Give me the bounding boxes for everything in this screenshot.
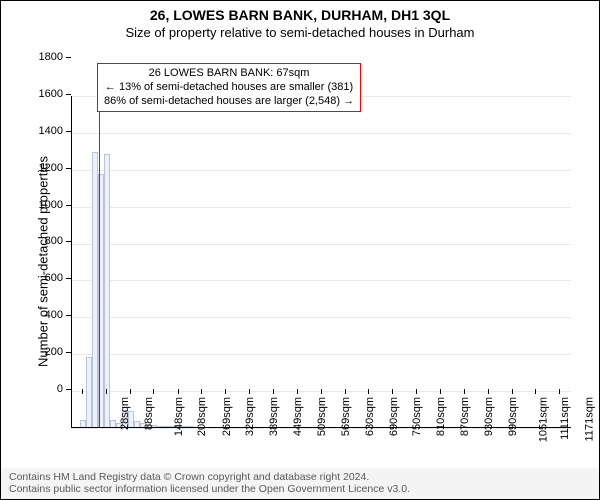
plot-area xyxy=(71,96,571,428)
footer-line-1: Contains HM Land Registry data © Crown c… xyxy=(9,471,591,484)
x-tick-label: 208sqm xyxy=(197,397,209,436)
x-tick-label: 329sqm xyxy=(245,397,257,436)
chart-title: 26, LOWES BARN BANK, DURHAM, DH1 3QL xyxy=(1,7,599,23)
x-tick-label: 28sqm xyxy=(119,397,131,430)
y-tick-label: 1800 xyxy=(1,51,63,63)
x-tick-label: 690sqm xyxy=(388,397,400,436)
x-tick-label: 269sqm xyxy=(221,397,233,436)
histogram-bar xyxy=(104,154,110,427)
histogram-bar xyxy=(188,426,194,427)
gridline xyxy=(72,170,571,171)
gridline xyxy=(72,133,571,134)
highlight-callout: 26 LOWES BARN BANK: 67sqm ← 13% of semi-… xyxy=(97,63,361,112)
y-tick-label: 1600 xyxy=(1,88,63,100)
x-tick-label: 810sqm xyxy=(435,397,447,436)
y-tick-label: 800 xyxy=(1,235,63,247)
y-tick-label: 200 xyxy=(1,346,63,358)
x-tick-label: 148sqm xyxy=(173,397,185,436)
callout-line-2: ← 13% of semi-detached houses are smalle… xyxy=(104,81,354,95)
gridline xyxy=(72,207,571,208)
x-tick-label: 88sqm xyxy=(143,397,155,430)
callout-line-1: 26 LOWES BARN BANK: 67sqm xyxy=(104,67,354,81)
attribution-footer: Contains HM Land Registry data © Crown c… xyxy=(1,468,599,499)
x-tick-label: 509sqm xyxy=(316,397,328,436)
x-tick-label: 569sqm xyxy=(340,397,352,436)
x-tick-label: 630sqm xyxy=(364,397,376,436)
x-tick-label: 449sqm xyxy=(292,397,304,436)
gridline xyxy=(72,244,571,245)
callout-line-3: 86% of semi-detached houses are larger (… xyxy=(104,95,354,109)
y-tick-label: 600 xyxy=(1,272,63,284)
y-tick-label: 1200 xyxy=(1,162,63,174)
gridline xyxy=(72,280,571,281)
x-tick-label: 1171sqm xyxy=(584,397,596,441)
y-tick-label: 400 xyxy=(1,309,63,321)
gridline xyxy=(72,354,571,355)
x-tick-label: 990sqm xyxy=(507,397,519,436)
x-tick-label: 930sqm xyxy=(483,397,495,436)
x-tick-label: 1111sqm xyxy=(558,397,570,440)
y-tick-label: 0 xyxy=(1,383,63,395)
chart-subtitle: Size of property relative to semi-detach… xyxy=(1,25,599,40)
x-tick-label: 1051sqm xyxy=(537,397,549,442)
gridline xyxy=(72,317,571,318)
y-tick-label: 1000 xyxy=(1,199,63,211)
footer-line-2: Contains public sector information licen… xyxy=(9,483,591,496)
x-tick-label: 870sqm xyxy=(459,397,471,436)
x-tick-label: 389sqm xyxy=(268,397,280,436)
highlight-line xyxy=(99,96,100,427)
y-tick-label: 1400 xyxy=(1,125,63,137)
x-tick-label: 750sqm xyxy=(412,397,424,436)
